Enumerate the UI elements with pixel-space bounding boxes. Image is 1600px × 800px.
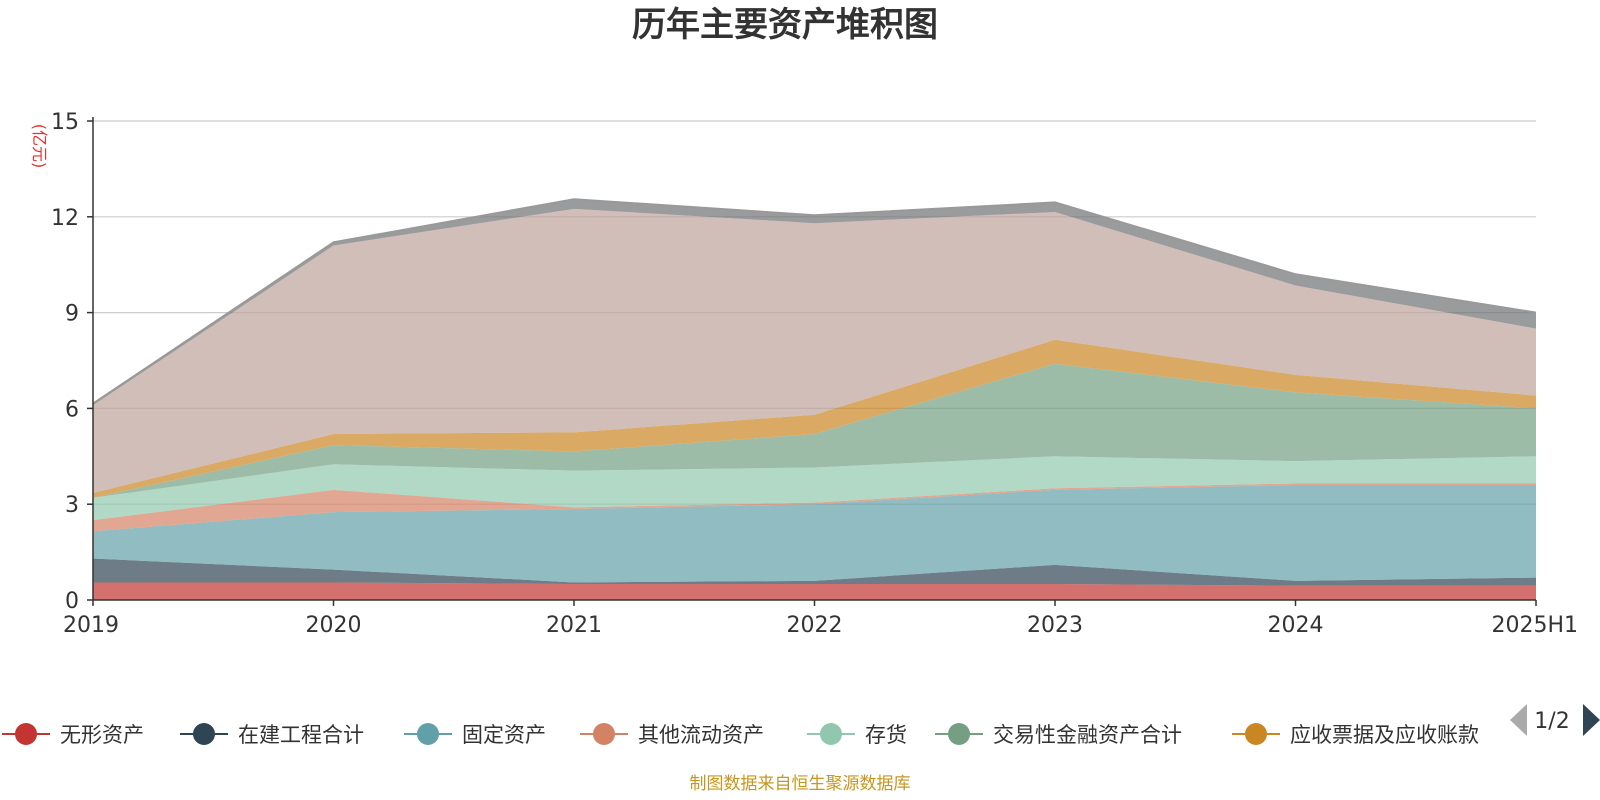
- legend[interactable]: 无形资产 在建工程合计 固定资产 其他流动资产 存货 交易性金融资产合计 应收票据及应收账款: [2, 723, 1479, 747]
- area-series-2[interactable]: [93, 485, 1536, 583]
- x-tick-label: 2025H1: [1491, 613, 1578, 638]
- y-tick-label: 9: [65, 302, 79, 327]
- area-series-1[interactable]: [93, 558, 1536, 586]
- legend-item-4[interactable]: 存货: [807, 723, 907, 747]
- legend-marker-icon: [1245, 723, 1267, 745]
- legend-marker-icon: [417, 723, 439, 745]
- legend-label: 其他流动资产: [638, 723, 764, 747]
- legend-marker-icon: [820, 723, 842, 745]
- legend-item-0[interactable]: 无形资产: [2, 723, 144, 747]
- legend-label: 存货: [865, 723, 907, 747]
- legend-label: 在建工程合计: [238, 723, 364, 747]
- x-tick-label: 2024: [1268, 613, 1324, 638]
- legend-label: 应收票据及应收账款: [1290, 723, 1479, 747]
- x-tick-label: 2022: [787, 613, 843, 638]
- area-series-group: [92, 198, 1537, 600]
- legend-item-6[interactable]: 应收票据及应收账款: [1232, 723, 1479, 747]
- legend-next-icon[interactable]: [1583, 704, 1600, 736]
- area-series-4[interactable]: [93, 456, 1536, 521]
- area-top-outline: [92, 198, 1537, 405]
- legend-marker-icon: [193, 723, 215, 745]
- y-tick-label: 12: [51, 206, 79, 231]
- area-series-0[interactable]: [93, 582, 1536, 600]
- axes: 0 3 6 9 12 15 2019 2020 2021 2022 2023 2024 2025H1: [51, 110, 1578, 638]
- legend-item-5[interactable]: 交易性金融资产合计: [935, 723, 1182, 747]
- x-tick-label: 2020: [306, 613, 362, 638]
- y-tick-label: 15: [51, 110, 79, 135]
- x-tick-label: 2023: [1027, 613, 1083, 638]
- y-tick-label: 0: [65, 589, 79, 614]
- x-tick-label: 2021: [546, 613, 602, 638]
- legend-item-3[interactable]: 其他流动资产: [580, 723, 764, 747]
- area-series-3[interactable]: [93, 483, 1536, 532]
- legend-label: 固定资产: [462, 723, 546, 747]
- area-series-6[interactable]: [93, 339, 1536, 498]
- y-unit-label: (亿元): [30, 124, 49, 169]
- legend-item-1[interactable]: 在建工程合计: [180, 723, 364, 747]
- x-tick-label: 2019: [63, 613, 119, 638]
- legend-marker-icon: [593, 723, 615, 745]
- legend-marker-icon: [15, 723, 37, 745]
- legend-page-indicator: 1/2: [1534, 709, 1569, 734]
- y-tick-label: 6: [65, 397, 79, 422]
- area-series-7[interactable]: [93, 208, 1536, 494]
- area-series-5[interactable]: [93, 363, 1536, 498]
- legend-item-2[interactable]: 固定资产: [404, 723, 546, 747]
- legend-label: 交易性金融资产合计: [993, 723, 1182, 747]
- y-tick-label: 3: [65, 493, 79, 518]
- legend-prev-icon[interactable]: [1510, 704, 1527, 736]
- legend-pager: 1/2: [1510, 704, 1600, 736]
- legend-label: 无形资产: [60, 723, 144, 747]
- source-note: 制图数据来自恒生聚源数据库: [690, 774, 911, 794]
- chart-title: 历年主要资产堆积图: [632, 5, 938, 45]
- legend-marker-icon: [948, 723, 970, 745]
